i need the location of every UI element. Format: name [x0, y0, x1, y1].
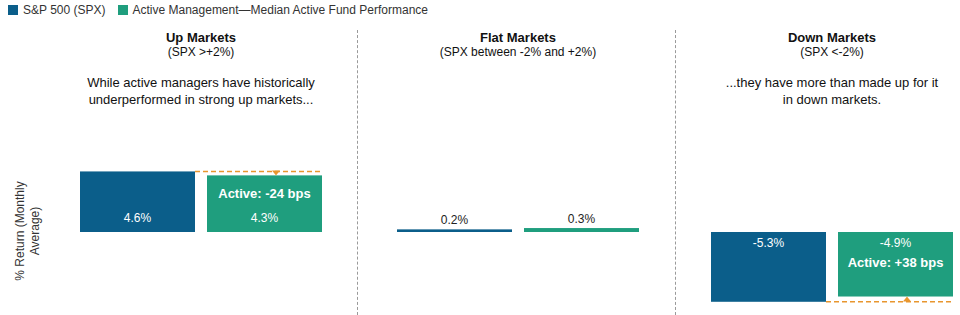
- svg-text:4.3%: 4.3%: [251, 211, 279, 225]
- html-text:Flat Markets: Flat Markets: [480, 30, 556, 45]
- svg-text:-4.9%: -4.9%: [880, 236, 912, 250]
- html-text:% Return (Monthly Average): % Return (Monthly Average): [13, 181, 42, 281]
- svg-text:0.3%: 0.3%: [568, 212, 596, 226]
- html-text:...they have more than made up: ...they have more than made up for it in…: [725, 75, 939, 107]
- svg-text:4.6%: 4.6%: [124, 211, 152, 225]
- html-text:Down Markets: Down Markets: [787, 30, 877, 45]
- html-text:(SPX <-2%): (SPX <-2%): [800, 45, 864, 59]
- html-text:Up Markets: Up Markets: [166, 30, 236, 45]
- svg-text:-5.3%: -5.3%: [753, 236, 785, 250]
- html-text:S&P 500 (SPX): S&P 500 (SPX): [23, 3, 106, 17]
- html-text:While active managers have his: While active managers have historically …: [87, 75, 315, 107]
- html-text:(SPX between -2% and +2%): (SPX between -2% and +2%): [439, 45, 597, 59]
- svg-text:Active: +38 bps: Active: +38 bps: [848, 255, 944, 270]
- svg-text:Active: -24 bps: Active: -24 bps: [218, 186, 310, 201]
- html-text:Active Management—Median Activ: Active Management—Median Active Fund Per…: [132, 3, 428, 17]
- svg-text:0.2%: 0.2%: [441, 213, 469, 227]
- html-text:(SPX >+2%): (SPX >+2%): [167, 45, 235, 59]
